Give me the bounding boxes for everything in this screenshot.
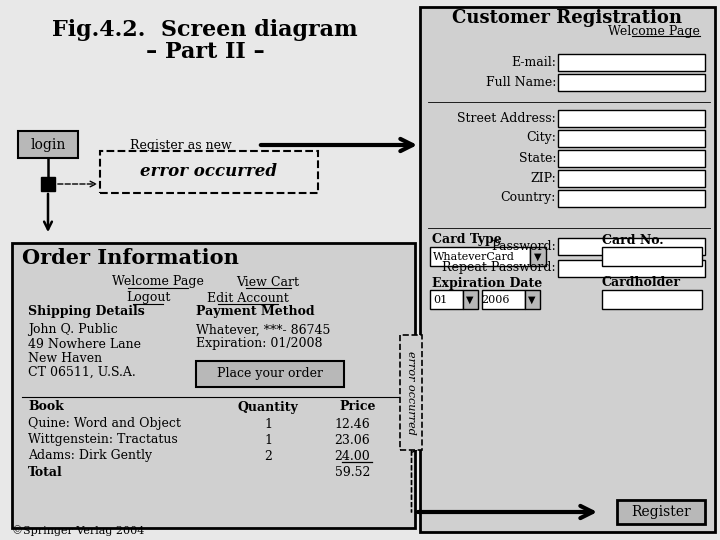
Text: 12.46: 12.46	[334, 417, 370, 430]
Text: 24.00: 24.00	[334, 449, 370, 462]
Text: ©Springer Verlag 2004: ©Springer Verlag 2004	[12, 525, 145, 536]
Text: 59.52: 59.52	[335, 465, 370, 478]
Text: Full Name:: Full Name:	[485, 76, 556, 89]
Bar	[430, 290, 463, 309]
Bar	[558, 110, 705, 127]
Text: Quine: Word and Object: Quine: Word and Object	[28, 417, 181, 430]
Text: Password:: Password:	[491, 240, 556, 253]
Text: Price: Price	[340, 401, 377, 414]
Text: Fig.4.2.  Screen diagram: Fig.4.2. Screen diagram	[52, 19, 358, 41]
Bar	[196, 361, 344, 387]
Text: City:: City:	[526, 132, 556, 145]
Text: error occurred: error occurred	[140, 164, 277, 180]
Text: 01: 01	[433, 295, 447, 305]
Bar	[463, 290, 478, 309]
Text: 2006: 2006	[482, 295, 510, 305]
Text: Country:: Country:	[500, 192, 556, 205]
Text: Place your order: Place your order	[217, 368, 323, 381]
Text: Wittgenstein: Tractatus: Wittgenstein: Tractatus	[28, 434, 178, 447]
Text: Edit Account: Edit Account	[207, 292, 289, 305]
Text: View Cart: View Cart	[236, 275, 300, 288]
Text: Whatever, ***- 86745: Whatever, ***- 86745	[196, 323, 330, 336]
Bar	[530, 247, 546, 266]
Text: Repeat Password:: Repeat Password:	[442, 261, 556, 274]
Bar	[558, 260, 705, 277]
Text: Street Address:: Street Address:	[457, 111, 556, 125]
Text: Quantity: Quantity	[238, 401, 298, 414]
Text: error occurred: error occurred	[406, 351, 416, 435]
Text: Adams: Dirk Gently: Adams: Dirk Gently	[28, 449, 152, 462]
Text: E-mail:: E-mail:	[511, 56, 556, 69]
Bar	[482, 290, 525, 309]
Text: 49 Nowhere Lane: 49 Nowhere Lane	[28, 338, 141, 350]
Text: New Haven: New Haven	[28, 352, 102, 365]
Text: Customer Registration: Customer Registration	[452, 9, 682, 27]
Text: Payment Method: Payment Method	[196, 306, 315, 319]
Text: Expiration Date: Expiration Date	[432, 276, 542, 289]
Bar	[18, 131, 78, 158]
Text: Register: Register	[631, 505, 691, 519]
Text: Total: Total	[28, 465, 63, 478]
Text: CT 06511, U.S.A.: CT 06511, U.S.A.	[28, 366, 136, 379]
Bar	[100, 151, 318, 193]
Text: Register as new: Register as new	[130, 138, 232, 152]
Text: Card No.: Card No.	[602, 233, 664, 246]
Bar	[558, 170, 705, 187]
Bar	[558, 150, 705, 167]
Bar	[420, 7, 715, 532]
Text: WhateverCard: WhateverCard	[433, 252, 515, 262]
Text: ▼: ▼	[534, 252, 541, 262]
Bar	[558, 130, 705, 147]
Bar	[430, 247, 530, 266]
Bar	[558, 54, 705, 71]
Bar	[558, 74, 705, 91]
Text: 23.06: 23.06	[334, 434, 370, 447]
Text: 1: 1	[264, 417, 272, 430]
Bar	[41, 177, 55, 191]
Text: Logout: Logout	[126, 292, 170, 305]
Text: ▼: ▼	[467, 295, 474, 305]
Text: Cardholder: Cardholder	[602, 276, 681, 289]
Bar	[617, 500, 705, 524]
Text: – Part II –: – Part II –	[145, 41, 264, 63]
Text: Book: Book	[28, 401, 64, 414]
Text: Welcome Page: Welcome Page	[608, 25, 700, 38]
Text: Expiration: 01/2008: Expiration: 01/2008	[196, 338, 323, 350]
Bar	[558, 190, 705, 207]
Bar	[602, 290, 702, 309]
Bar	[602, 247, 702, 266]
Text: 1: 1	[264, 434, 272, 447]
Bar	[400, 335, 422, 450]
Text: John Q. Public: John Q. Public	[28, 323, 118, 336]
Bar	[12, 243, 415, 528]
Text: Card Type: Card Type	[432, 233, 502, 246]
Text: login: login	[30, 138, 66, 152]
Text: 2: 2	[264, 449, 272, 462]
Bar	[525, 290, 540, 309]
Text: Order Information: Order Information	[22, 248, 239, 268]
Text: State:: State:	[518, 152, 556, 165]
Text: ZIP:: ZIP:	[530, 172, 556, 185]
Text: Welcome Page: Welcome Page	[112, 275, 204, 288]
Text: Shipping Details: Shipping Details	[28, 306, 145, 319]
Bar	[558, 238, 705, 255]
Text: ▼: ▼	[528, 295, 536, 305]
